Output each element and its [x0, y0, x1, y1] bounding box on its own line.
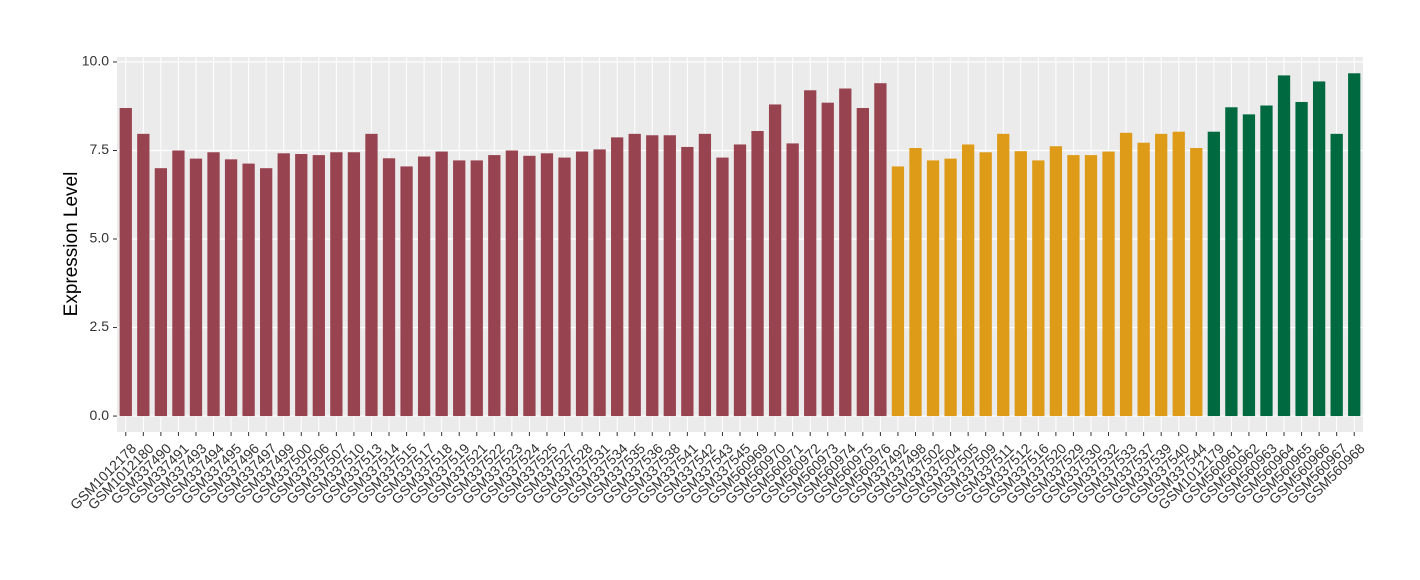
bar	[1295, 101, 1308, 417]
bar	[224, 159, 238, 417]
bar	[365, 133, 378, 417]
bar	[382, 158, 396, 417]
bar	[786, 143, 799, 417]
bar	[1312, 81, 1326, 417]
bar	[856, 107, 869, 417]
bar	[1260, 105, 1273, 417]
bar	[593, 149, 606, 417]
bar	[1172, 131, 1185, 417]
y-tick-label: 5.0	[90, 230, 110, 246]
bar	[961, 144, 975, 417]
bar	[979, 152, 992, 417]
bar	[751, 131, 764, 417]
bar	[891, 166, 905, 417]
bar	[646, 135, 659, 417]
bar	[189, 158, 203, 417]
bar	[1190, 148, 1203, 417]
bar	[347, 152, 361, 417]
bar	[207, 152, 220, 417]
bar	[681, 146, 694, 417]
bar	[909, 148, 922, 417]
bar	[1348, 73, 1361, 417]
bar	[172, 150, 185, 417]
bar	[997, 133, 1010, 417]
bar	[716, 157, 729, 417]
bar	[575, 151, 589, 417]
bar	[119, 107, 132, 417]
bar	[1207, 131, 1220, 417]
bar	[488, 155, 501, 417]
bar	[400, 166, 413, 417]
bar	[1242, 114, 1256, 417]
bar	[1067, 155, 1080, 417]
bar	[926, 160, 940, 417]
bar	[839, 88, 852, 417]
bar	[1277, 75, 1291, 417]
bar	[698, 133, 712, 417]
bar	[330, 152, 343, 417]
bar	[260, 168, 273, 417]
bar	[1137, 142, 1150, 417]
bar	[1032, 160, 1045, 417]
bar	[944, 158, 957, 417]
bar	[1155, 133, 1168, 417]
bar	[453, 160, 466, 417]
y-axis-title: Expression Level	[61, 172, 82, 317]
bar	[1014, 151, 1027, 417]
bar	[1119, 132, 1133, 417]
bar	[540, 153, 554, 417]
bar	[804, 90, 817, 417]
bar	[663, 135, 676, 417]
bar	[1225, 107, 1238, 417]
bar	[611, 137, 624, 417]
bar	[470, 160, 483, 417]
y-tick-label: 10.0	[82, 53, 109, 69]
bar	[1084, 155, 1098, 417]
bar	[435, 151, 448, 417]
bar	[277, 153, 290, 417]
bar	[874, 83, 887, 417]
y-tick-label: 7.5	[90, 141, 110, 157]
bar	[154, 168, 168, 417]
bar	[312, 155, 325, 417]
bar	[242, 163, 255, 417]
bar	[1330, 133, 1343, 417]
bar	[558, 157, 571, 417]
bar	[768, 104, 782, 417]
bar	[295, 154, 308, 417]
bar	[821, 102, 834, 417]
bar	[1102, 151, 1115, 417]
bar	[628, 133, 641, 417]
bar	[1049, 146, 1063, 417]
y-tick-label: 2.5	[90, 318, 110, 334]
bar	[733, 144, 747, 417]
bar	[523, 155, 536, 417]
bar	[505, 150, 519, 417]
y-tick-label: 0.0	[90, 407, 110, 423]
bar	[417, 156, 431, 417]
bar	[137, 133, 150, 417]
